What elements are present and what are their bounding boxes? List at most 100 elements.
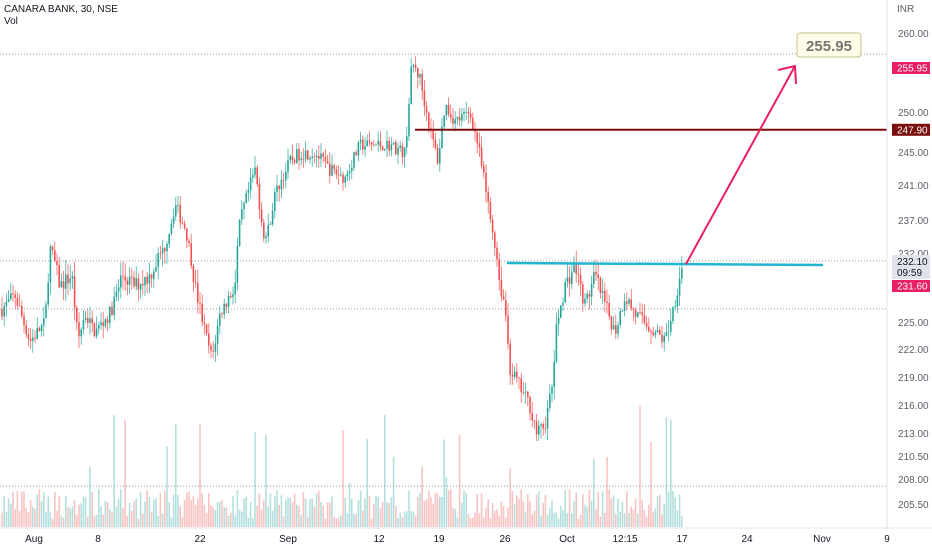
volume-bar	[571, 512, 573, 527]
volume-bar	[131, 510, 133, 527]
volume-bar	[318, 490, 320, 527]
price-tick-label: 210.50	[898, 452, 929, 463]
candle-body	[432, 128, 434, 140]
candle-body	[445, 105, 448, 116]
candle-body	[656, 329, 659, 333]
candle-body	[551, 387, 553, 394]
volume-bar	[326, 502, 329, 527]
candle-body	[489, 201, 492, 220]
volume-bar	[1, 512, 3, 527]
candle-body	[340, 174, 342, 176]
volume-bar	[102, 514, 104, 527]
volume-bar	[78, 504, 80, 527]
candle-body	[672, 307, 674, 322]
price-tick-label: 245.00	[898, 148, 929, 159]
candle-body	[71, 276, 74, 279]
volume-bar	[190, 499, 192, 527]
candle-body	[38, 328, 41, 332]
candle-body	[32, 337, 34, 341]
volume-bar	[148, 496, 151, 527]
volume-bar	[573, 501, 575, 527]
candle-body	[491, 219, 494, 233]
candle-body	[307, 150, 309, 160]
candle-body	[370, 141, 373, 145]
candle-body	[573, 262, 575, 273]
volume-bar	[524, 512, 527, 527]
volume-bar	[397, 517, 399, 527]
symbol-title[interactable]: CANARA BANK, 30, NSE	[4, 4, 118, 15]
price-tick-label: 241.00	[898, 181, 929, 192]
target-callout-text: 255.95	[806, 38, 852, 55]
volume-bar	[271, 510, 274, 527]
volume-bar	[553, 512, 555, 527]
candle-body	[232, 294, 234, 298]
volume-bar	[188, 491, 190, 527]
volume-bar	[54, 491, 56, 527]
volume-bar	[344, 497, 346, 527]
volume-bar	[520, 489, 522, 527]
drawings[interactable]: 255.95	[415, 32, 887, 267]
volume-bars	[1, 405, 683, 527]
candle-body	[562, 302, 564, 306]
candle-body	[544, 428, 547, 430]
candle-body	[571, 272, 573, 284]
candle-body	[617, 325, 619, 334]
volume-bar	[632, 509, 635, 527]
candle-body	[7, 299, 10, 302]
candle-body	[542, 424, 544, 429]
candle-body	[183, 223, 186, 229]
volume-bar	[423, 500, 426, 527]
volume-bar	[296, 504, 298, 527]
volume-bar	[436, 493, 439, 527]
candle-body	[386, 140, 388, 149]
volume-bar	[241, 511, 243, 527]
candle-body	[60, 281, 63, 288]
candle-body	[676, 295, 679, 307]
volume-bar	[612, 495, 615, 527]
volume-bar	[287, 497, 289, 527]
candle-body	[87, 317, 89, 323]
volume-bar	[630, 506, 632, 527]
volume-bar	[168, 502, 170, 527]
resistance-price-badge-text: 247.90	[897, 125, 928, 136]
volume-bar	[106, 502, 109, 527]
volume-bar	[560, 506, 562, 527]
volume-bar	[445, 476, 448, 527]
time-tick-label: Aug	[25, 534, 43, 545]
candle-body	[263, 222, 265, 239]
volume-bar	[236, 489, 239, 527]
time-tick-label: 17	[676, 534, 688, 545]
volume-bar	[137, 518, 140, 527]
volume-bar	[458, 434, 461, 527]
volume-bar	[267, 506, 269, 527]
volume-bar	[628, 512, 630, 527]
volume-label[interactable]: Vol	[4, 16, 18, 27]
candle-body	[326, 161, 329, 164]
candle-body	[278, 185, 280, 190]
candle-body	[575, 262, 577, 274]
volume-bar	[175, 424, 177, 527]
volume-bar	[111, 511, 113, 527]
candle-body	[172, 216, 175, 224]
volume-bar	[599, 516, 602, 527]
volume-bar	[230, 512, 232, 527]
volume-bar	[7, 498, 10, 527]
candle-body	[494, 232, 496, 248]
volume-bar	[511, 491, 514, 527]
candle-body	[181, 222, 184, 224]
candle-body	[179, 204, 181, 223]
candle-body	[513, 371, 516, 377]
volume-bar	[584, 504, 586, 527]
candle-body	[260, 209, 263, 223]
volume-bar	[529, 501, 531, 527]
volume-bar	[335, 518, 338, 527]
volume-bar	[12, 491, 14, 527]
price-tick-label: 250.00	[898, 108, 929, 119]
volume-bar	[199, 424, 201, 527]
candle-body	[45, 304, 47, 319]
volume-bar	[606, 457, 608, 527]
candle-body	[36, 328, 38, 339]
candle-body	[480, 147, 483, 166]
